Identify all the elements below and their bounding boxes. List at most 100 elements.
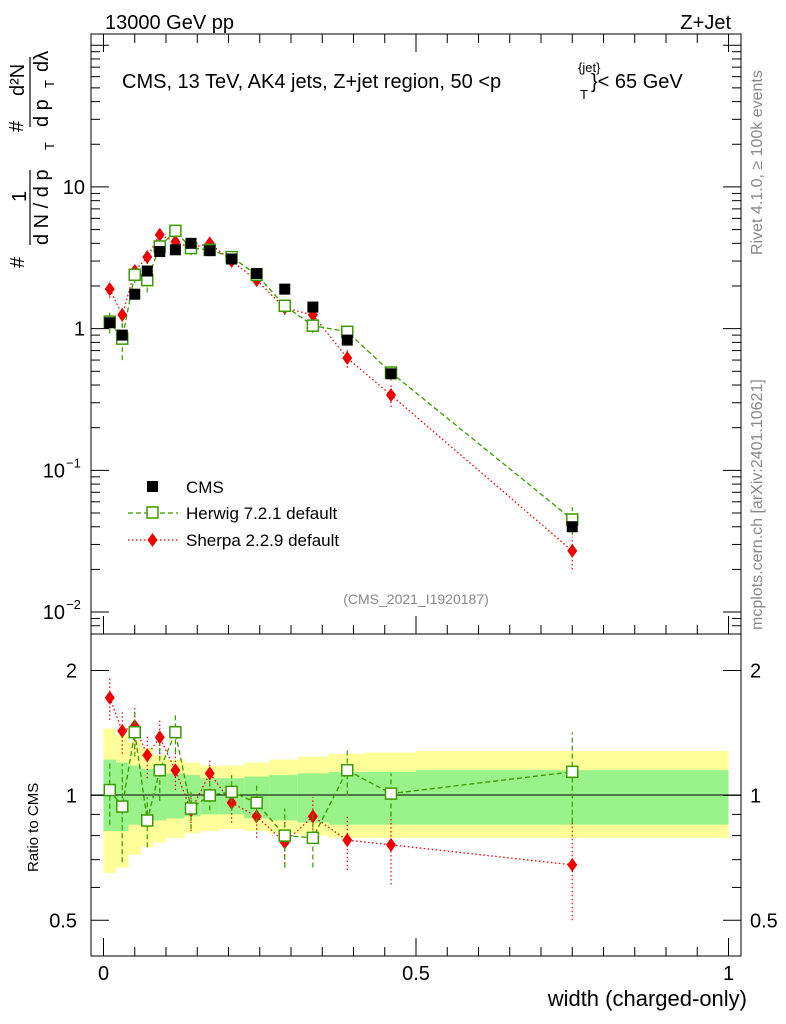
- x-tick-label: 0.5: [402, 963, 430, 985]
- sherpa-ratio-point: [154, 730, 165, 745]
- ratio-y-tick-label: 0.5: [49, 910, 77, 932]
- main-y-tick-exponent: −1: [66, 455, 81, 470]
- stat-uncertainty-band: [269, 774, 298, 821]
- herwig-ratio-point: [153, 763, 166, 777]
- stat-uncertainty-band: [328, 771, 366, 825]
- sherpa-line: [109, 233, 573, 552]
- sherpa-point: [567, 543, 578, 558]
- sherpa-ratio-point: [226, 795, 237, 810]
- herwig-ratio-point: [103, 783, 116, 797]
- x-tick-label: 0: [98, 963, 109, 985]
- main-y-tick-label: 1: [74, 319, 85, 341]
- cms-point: [185, 237, 197, 249]
- ylabel-d2N: d²N: [7, 64, 29, 96]
- herwig-ratio-point: [278, 829, 291, 842]
- rivet-version-label: Rivet 4.1.0, ≥ 100k events: [749, 70, 766, 255]
- herwig-point: [128, 268, 141, 282]
- plot-title-sub: T: [580, 87, 588, 102]
- herwig-ratio-point: [250, 796, 263, 810]
- ylabel-dlambda: dλ: [31, 51, 53, 72]
- sherpa-point: [117, 307, 128, 322]
- plot-title-sup: {jet}: [578, 60, 601, 75]
- cms-point: [341, 334, 353, 346]
- ratio-plot: 0.5 0.5 1 1 2 2 0 0.5 1 Ratio to CMS width (char…: [25, 633, 778, 1011]
- ylabel-dpT: d p: [31, 99, 53, 127]
- legend-marker-cms: [147, 481, 158, 492]
- plot-title-prefix: CMS, 13 TeV, AK4 jets, Z+jet region, 50 …: [122, 71, 501, 93]
- ratio-y-tick-label: 2: [66, 661, 77, 683]
- main-y-axis-label: # 1 d N / d p T # d²N d p T dλ: [6, 51, 57, 268]
- herwig-ratio-point: [384, 787, 398, 800]
- herwig-ratio-point: [225, 785, 238, 799]
- sherpa-point: [386, 388, 396, 403]
- mcplots-label: mcplots.cern.ch [arXiv:2401.10621]: [749, 379, 766, 630]
- herwig-ratio-point: [341, 763, 354, 777]
- cms-point: [129, 288, 141, 300]
- sherpa-ratio-point: [204, 766, 215, 781]
- ylabel-dN-dpT: d N / d p: [31, 169, 53, 245]
- ratio-y-tick-label: 1: [66, 785, 77, 807]
- legend-entry-sherpa: Sherpa 2.2.9 default: [128, 531, 339, 550]
- cms-point: [566, 521, 578, 533]
- legend: CMS Herwig 7.2.1 default Sherpa 2.2.9 de…: [128, 478, 339, 550]
- sherpa-point: [142, 250, 153, 265]
- sherpa-point: [342, 351, 353, 366]
- ratio-y-axis-label: Ratio to CMS: [25, 783, 42, 872]
- herwig-ratio-point: [141, 814, 154, 827]
- main-y-tick-label: 10: [43, 602, 65, 624]
- herwig-ratio-point: [203, 789, 216, 802]
- x-axis-label: width (charged-only): [547, 986, 747, 1011]
- herwig-point: [306, 319, 320, 332]
- svg-text:CMS, 13 TeV, AK4 jets, Z+jet r: CMS, 13 TeV, AK4 jets, Z+jet region, 50 …: [122, 71, 501, 93]
- herwig-ratio-point: [306, 831, 320, 845]
- sherpa-ratio-line: [109, 697, 573, 866]
- cms-point: [116, 329, 128, 341]
- ratio-y-tick-label-right: 0.5: [750, 910, 778, 932]
- x-tick-label: 1: [723, 963, 734, 985]
- ylabel-hash: #: [7, 256, 29, 268]
- sherpa-ratio-point: [342, 833, 353, 848]
- sherpa-point: [154, 227, 165, 242]
- legend-entry-herwig: Herwig 7.2.1 default: [128, 504, 337, 523]
- ylabel-T-sub: T: [42, 142, 57, 150]
- ratio-plot-frame: [90, 633, 742, 957]
- cms-point: [279, 283, 291, 295]
- cms-point: [385, 368, 397, 380]
- cms-point: [141, 265, 153, 277]
- cms-point: [251, 267, 263, 279]
- legend-marker-sherpa: [147, 533, 158, 547]
- ylabel-hash-2: #: [6, 120, 28, 132]
- cms-point: [307, 301, 319, 313]
- stat-uncertainty-band: [166, 773, 185, 819]
- cms-point: [154, 246, 166, 258]
- ylabel-T-sub-2: T: [42, 80, 57, 88]
- ratio-y-tick-label-right: 1: [750, 785, 761, 807]
- herwig-ratio-point: [128, 725, 141, 739]
- cms-point: [204, 245, 216, 257]
- cms-point: [104, 317, 116, 329]
- main-y-tick-exponent: −2: [66, 597, 81, 612]
- herwig-ratio-point: [116, 800, 129, 813]
- sherpa-point: [104, 282, 115, 297]
- ratio-y-tick-label-right: 2: [750, 661, 761, 683]
- sherpa-ratio-point: [251, 809, 262, 824]
- header-left-label: 13000 GeV pp: [105, 12, 234, 34]
- main-y-tick-label: 10: [63, 177, 85, 199]
- herwig-point: [278, 299, 291, 313]
- sherpa-ratio-point: [386, 837, 396, 852]
- sherpa-ratio-point: [567, 857, 578, 872]
- sherpa-ratio-point: [142, 748, 153, 763]
- cms-point: [169, 244, 181, 256]
- herwig-ratio-point: [169, 725, 182, 739]
- cms-point: [226, 253, 238, 265]
- sherpa-ratio-point: [170, 763, 181, 778]
- sherpa-ratio-point: [117, 723, 128, 738]
- analysis-watermark: (CMS_2021_I1920187): [343, 591, 489, 607]
- legend-entry-cms: CMS: [147, 478, 224, 497]
- herwig-ratio-point: [184, 802, 198, 815]
- main-y-tick-label: 10: [43, 460, 65, 482]
- plot-title-suffix: }< 65 GeV: [591, 71, 683, 93]
- sherpa-ratio-point: [104, 690, 115, 705]
